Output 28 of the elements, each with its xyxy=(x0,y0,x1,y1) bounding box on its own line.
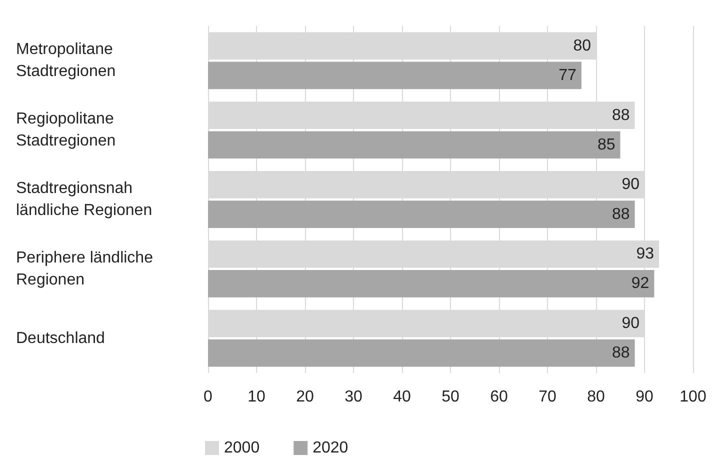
x-tick-label: 60 xyxy=(490,388,508,406)
data-label: 88 xyxy=(612,106,630,124)
x-tick-label: 90 xyxy=(636,388,654,406)
data-label: 93 xyxy=(636,246,654,263)
y-tick-label: Regiopolitane Stadtregionen xyxy=(16,110,118,150)
y-tick-label: Stadtregionsnah ländliche Regionen xyxy=(16,180,152,219)
data-label: 88 xyxy=(612,344,630,362)
data-label: 85 xyxy=(597,136,616,154)
y-tick-label: Periphere ländliche Regionen xyxy=(16,249,158,288)
y-tick-label: Metropolitane Stadtregionen xyxy=(16,41,118,80)
x-tick-label: 0 xyxy=(204,388,213,406)
x-tick-label: 50 xyxy=(442,388,460,406)
y-tick-label: Deutschland xyxy=(16,330,105,347)
data-label: 92 xyxy=(631,275,650,292)
data-label: 77 xyxy=(558,66,577,84)
legend-label: 2020 xyxy=(312,440,348,456)
x-tick-label: 30 xyxy=(344,388,362,406)
x-tick-label: 70 xyxy=(538,388,556,406)
data-label: 80 xyxy=(573,37,592,54)
data-label: 90 xyxy=(622,315,640,332)
legend-label: 2000 xyxy=(224,440,260,456)
x-tick-label: 100 xyxy=(680,388,706,406)
data-label: 88 xyxy=(612,206,630,223)
x-tick-label: 10 xyxy=(248,388,266,406)
x-tick-label: 40 xyxy=(393,388,411,406)
x-tick-label: 20 xyxy=(296,388,314,406)
x-tick-label: 80 xyxy=(587,388,605,406)
data-label: 90 xyxy=(622,176,640,194)
